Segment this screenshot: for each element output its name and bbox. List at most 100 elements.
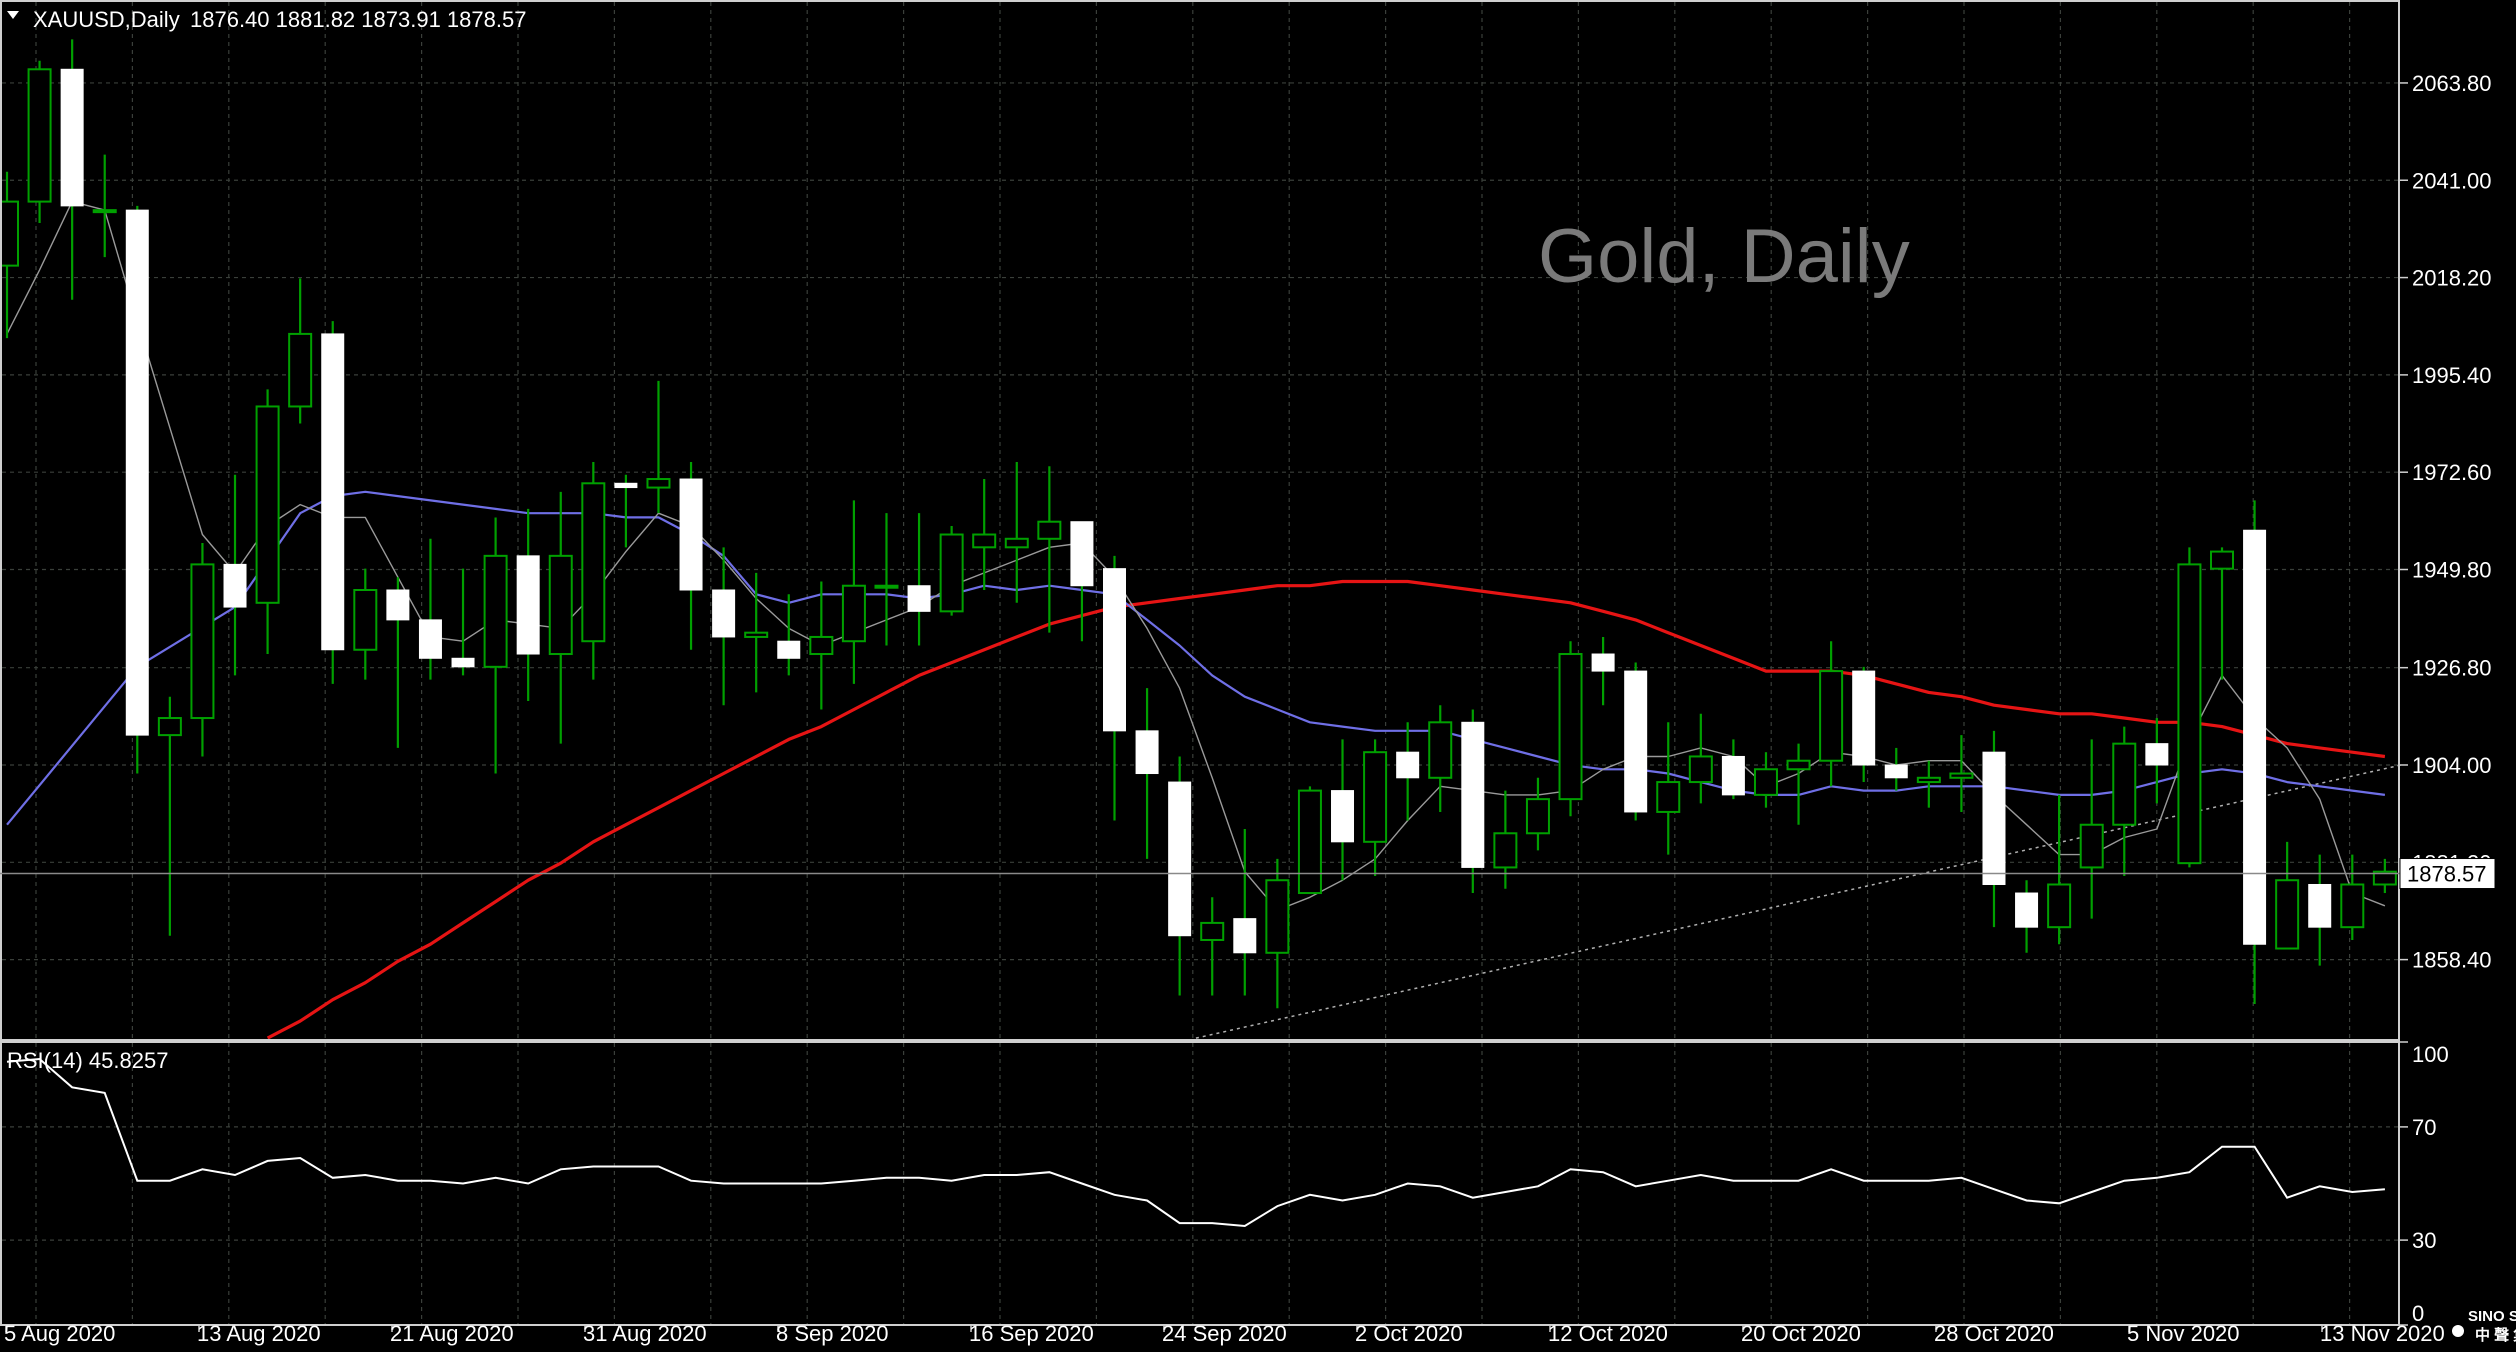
current-price-box <box>2399 858 2496 890</box>
candle-body-bullish <box>0 200 19 267</box>
candle-body-bullish <box>92 209 117 214</box>
candle-body-bullish <box>1200 921 1225 941</box>
date-tick-label: 20 Oct 2020 <box>1741 1321 1861 1346</box>
candle <box>1688 713 1713 804</box>
candle-body-bearish <box>614 482 638 489</box>
candle-body-bullish <box>27 68 52 203</box>
current-price-label: 1878.57 <box>2407 862 2487 887</box>
rsi-tick-label: 100 <box>2412 1042 2449 1067</box>
candle <box>907 513 931 646</box>
candle-body-bullish <box>1493 832 1518 869</box>
candle <box>483 517 508 774</box>
rsi-panel-frame <box>0 1041 2400 1326</box>
candle-body-bullish <box>2079 823 2104 869</box>
candle-body-bearish <box>2145 743 2169 766</box>
candle-body-bullish <box>2340 883 2365 929</box>
candle-body-bullish <box>1656 781 1681 813</box>
candle-body-bullish <box>1265 879 1290 954</box>
candle-body-bearish <box>1168 781 1192 937</box>
candle <box>1493 790 1518 889</box>
candle-body-bearish <box>777 640 801 659</box>
candle-body-bearish <box>907 585 931 612</box>
candle <box>1037 466 1062 633</box>
candle-body-bullish <box>255 405 280 604</box>
candle-body-bearish <box>386 589 410 621</box>
candle <box>321 321 345 684</box>
rsi-tick-label: 30 <box>2412 1228 2436 1253</box>
candle <box>548 491 573 744</box>
candle <box>1721 739 1745 800</box>
candle <box>1786 743 1811 825</box>
candle <box>841 500 866 684</box>
rsi-polyline <box>6 1057 2385 1228</box>
candle-body-bearish <box>1591 653 1615 672</box>
date-tick-label: 12 Oct 2020 <box>1548 1321 1668 1346</box>
rsi-indicator-label: RSI(14) 45.8257 <box>7 1048 168 1073</box>
candle-body-bearish <box>1982 751 2006 885</box>
candle <box>1233 829 1257 996</box>
candle <box>744 572 769 693</box>
candle-body-bullish <box>1688 755 1713 784</box>
candle <box>972 479 997 590</box>
candle-body-bullish <box>1297 789 1322 895</box>
candle <box>1949 735 1974 812</box>
candle <box>1916 760 1941 808</box>
price-tick-label: 2018.20 <box>2412 266 2492 291</box>
candle-body-bearish <box>679 478 703 591</box>
candle <box>2275 841 2300 950</box>
candle-body-bearish <box>1624 670 1648 813</box>
price-tick-label: 1926.80 <box>2412 656 2492 681</box>
candle-body-bullish <box>1363 751 1388 843</box>
date-tick-label: 24 Sep 2020 <box>1162 1321 1287 1346</box>
candle <box>1656 722 1681 855</box>
price-tick-label: 1995.40 <box>2412 363 2492 388</box>
candle-body-bullish <box>1819 670 1844 762</box>
candle-body-bullish <box>1786 759 1811 771</box>
candle <box>1525 777 1550 851</box>
candle-body-bullish <box>1753 768 1778 796</box>
candle <box>1004 461 1029 603</box>
candle <box>2112 726 2137 876</box>
candle-body-bearish <box>2308 883 2332 928</box>
candle <box>2145 718 2169 804</box>
date-tick-label: 5 Aug 2020 <box>4 1321 115 1346</box>
candle <box>190 543 215 757</box>
candle-body-bullish <box>646 478 671 489</box>
candle-body-bullish <box>2177 563 2202 865</box>
candle <box>125 205 149 774</box>
candle-body-bullish <box>1004 537 1029 549</box>
candle-body-bullish <box>2112 742 2137 826</box>
candle-body-bullish <box>548 554 573 656</box>
candle <box>939 525 964 616</box>
candle-body-bullish <box>581 482 606 643</box>
candle-body-bullish <box>809 635 834 656</box>
price-tick-label: 1949.80 <box>2412 558 2492 583</box>
candle <box>1265 858 1290 1009</box>
rsi-tick-label: 70 <box>2412 1115 2436 1140</box>
date-tick-label: 16 Sep 2020 <box>969 1321 1094 1346</box>
candle-body-bullish <box>972 533 997 549</box>
ohlc-values: 1876.40 1881.82 1873.91 1878.57 <box>190 7 526 32</box>
candle <box>1168 756 1192 996</box>
candle <box>646 380 671 514</box>
candle <box>255 389 280 655</box>
candle-body-bearish <box>125 209 149 736</box>
candle-body-bearish <box>60 68 84 207</box>
candle <box>2243 500 2267 1005</box>
candle-body-bearish <box>516 555 540 655</box>
candle <box>60 39 84 300</box>
candle <box>516 508 540 701</box>
candle-body-bullish <box>1916 776 1941 784</box>
candle <box>353 568 378 680</box>
dropdown-arrow-icon[interactable] <box>7 11 19 19</box>
candle <box>1753 752 1778 808</box>
candle <box>1102 555 1126 821</box>
candle-body-bearish <box>451 657 475 668</box>
candle <box>288 278 313 424</box>
chart-watermark: Gold, Daily <box>1538 214 1910 299</box>
rsi-line <box>6 1057 2385 1228</box>
date-axis: 5 Aug 2020 13 Aug 2020 21 Aug 2020 31 Aug 2… <box>4 1321 2445 1346</box>
date-tick-label: 13 Nov 2020 <box>2320 1321 2445 1346</box>
candle <box>1135 688 1159 859</box>
date-tick-label: 28 Oct 2020 <box>1934 1321 2054 1346</box>
